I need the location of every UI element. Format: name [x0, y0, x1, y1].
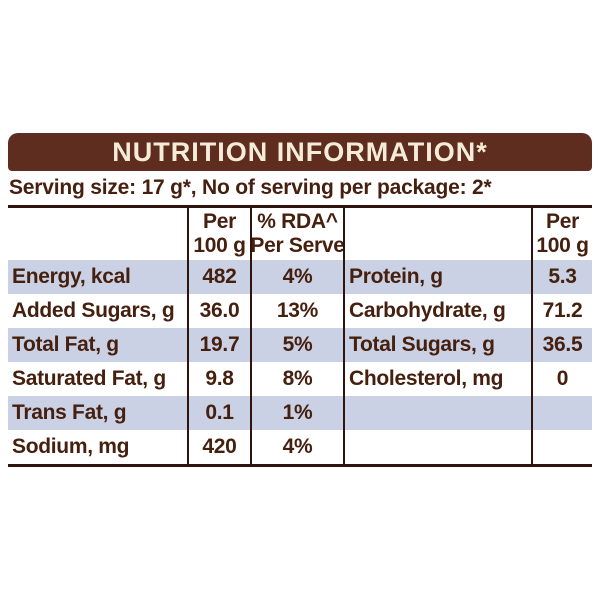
total-sugars-per-100g-value: 36.5 [533, 328, 592, 362]
nutrient-label-saturated-fat: Saturated Fat, g [8, 362, 189, 396]
carbohydrate-per-100g-value: 71.2 [542, 299, 583, 322]
empty-right-label-row6 [345, 430, 533, 464]
serving-size-line: Serving size: 17 g*, No of serving per p… [9, 176, 492, 199]
col-header-rda-line1: % RDA^ [257, 210, 338, 234]
trans-fat-per-100g-value: 0.1 [189, 396, 252, 430]
energy-per-100g-value: 482 [189, 260, 252, 294]
col-header-per-100g-left: Per 100 g [189, 208, 252, 260]
sodium-per-100g-value: 420 [189, 430, 252, 464]
empty-right-label-row5 [345, 396, 533, 430]
col-header-per-100g-right-line1: Per [546, 210, 579, 234]
col-header-per-100g-left-line2: 100 g [193, 234, 246, 257]
nutrient-label-protein: Protein, g [345, 260, 533, 294]
col-header-rda-line2: Per Serve [252, 234, 345, 257]
title-bar: NUTRITION INFORMATION* [8, 133, 592, 171]
col-header-nutrient-right [345, 208, 533, 260]
added-sugars-per-100g-value: 36.0 [189, 294, 252, 328]
page-title: NUTRITION INFORMATION* [112, 136, 488, 167]
energy-rda-value: 4% [252, 260, 345, 294]
cholesterol-per-100g-value: 0 [556, 367, 569, 390]
saturated-fat-per-100g-value: 9.8 [189, 362, 252, 396]
nutrient-label-total-sugars: Total Sugars, g [345, 328, 533, 362]
trans-fat-rda-value: 1% [252, 396, 345, 430]
label-content: NUTRITION INFORMATION* Serving size: 17 … [8, 133, 592, 467]
col-header-per-100g-right: Per 100 g [533, 208, 592, 260]
nutrient-label-sodium: Sodium, mg [8, 430, 189, 464]
col-header-nutrient-left [8, 208, 189, 260]
nutrient-label-cholesterol: Cholesterol, mg [345, 362, 533, 396]
col-header-per-100g-right-line2: 100 g [536, 234, 589, 257]
added-sugars-rda-value: 13% [252, 294, 345, 328]
col-header-per-100g-left-line1: Per [203, 210, 236, 234]
total-fat-per-100g-value: 19.7 [189, 328, 252, 362]
nutrient-label-added-sugars: Added Sugars, g [8, 294, 189, 328]
nutrient-label-carbohydrate: Carbohydrate, g [345, 294, 533, 328]
nutrient-label-total-fat: Total Fat, g [8, 328, 189, 362]
total-fat-rda-value: 5% [252, 328, 345, 362]
col-header-rda-per-serve: % RDA^ Per Serve [252, 208, 345, 260]
nutrient-label-energy: Energy, kcal [8, 260, 189, 294]
sodium-rda-value: 4% [252, 430, 345, 464]
saturated-fat-rda-value: 8% [252, 362, 345, 396]
empty-right-value-row5 [533, 396, 592, 430]
empty-right-value-row6 [533, 430, 592, 464]
protein-per-100g-value: 5.3 [533, 260, 592, 294]
nutrition-table: Per 100 g % RDA^ Per Serve Per 100 g Ene… [8, 205, 592, 467]
nutrient-label-trans-fat: Trans Fat, g [8, 396, 189, 430]
